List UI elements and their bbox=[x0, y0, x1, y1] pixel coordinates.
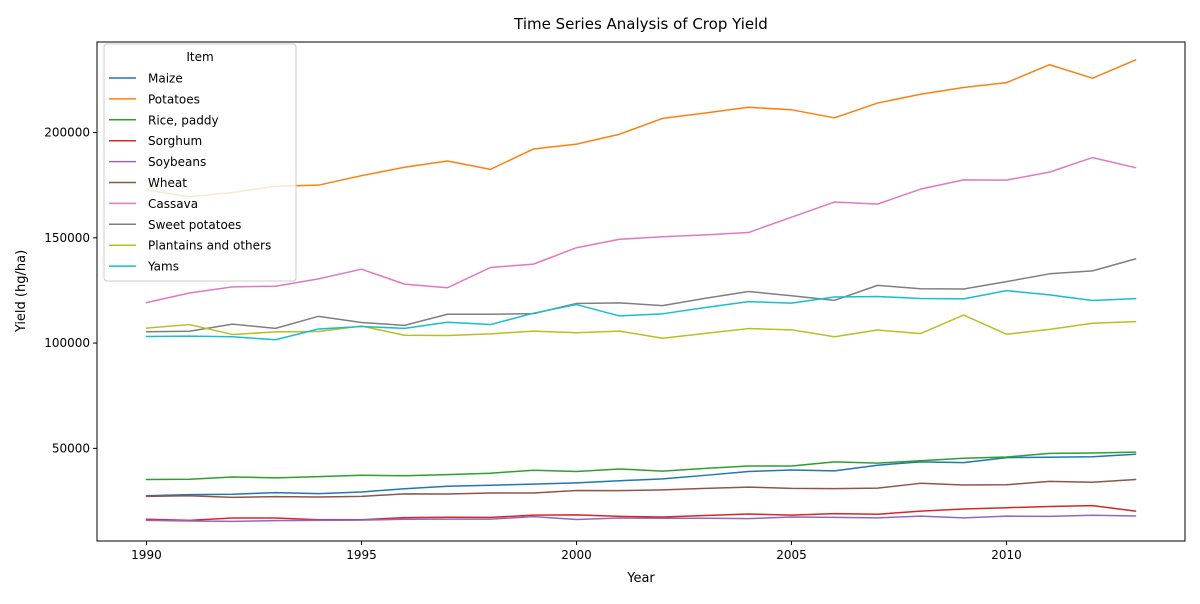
series-line-2 bbox=[145, 451, 1137, 481]
plot-area bbox=[145, 59, 1137, 523]
legend-label: Plantains and others bbox=[148, 239, 271, 253]
series-line-5 bbox=[145, 478, 1137, 499]
series-line-7 bbox=[145, 258, 1137, 333]
y-tick-label: 50000 bbox=[52, 441, 90, 455]
legend-label: Yams bbox=[147, 260, 179, 274]
x-tick-label: 1995 bbox=[346, 548, 377, 562]
legend-label: Sweet potatoes bbox=[148, 218, 241, 232]
y-axis-label: Yield (hg/ha) bbox=[14, 250, 29, 333]
legend-label: Cassava bbox=[148, 197, 198, 211]
y-tick-label: 150000 bbox=[44, 231, 90, 245]
series-line-1 bbox=[145, 59, 1137, 198]
series-line-4 bbox=[145, 514, 1137, 523]
x-axis-label: Year bbox=[626, 571, 655, 586]
series-line-6 bbox=[145, 156, 1137, 304]
series-line-3 bbox=[145, 504, 1137, 522]
legend-label: Wheat bbox=[148, 176, 187, 190]
chart-title: Time Series Analysis of Crop Yield bbox=[513, 15, 768, 33]
y-tick-label: 100000 bbox=[44, 336, 90, 350]
y-tick-label: 200000 bbox=[44, 126, 90, 140]
legend-label: Maize bbox=[148, 72, 183, 86]
series-line-9 bbox=[145, 289, 1137, 341]
x-tick-label: 2000 bbox=[561, 548, 592, 562]
legend-label: Rice, paddy bbox=[148, 113, 219, 127]
legend-label: Potatoes bbox=[148, 92, 200, 106]
x-tick-label: 1990 bbox=[131, 548, 162, 562]
legend-title: Item bbox=[186, 50, 213, 64]
axis-ticks: 1990 1995 2000 2005 2010 50000 100000 150000 200… bbox=[44, 126, 1022, 562]
series-line-8 bbox=[145, 314, 1137, 339]
x-tick-label: 2005 bbox=[776, 548, 807, 562]
axes-frame bbox=[96, 41, 1186, 542]
legend-label: Soybeans bbox=[148, 155, 206, 169]
legend-label: Sorghum bbox=[148, 134, 202, 148]
x-tick-label: 2010 bbox=[991, 548, 1022, 562]
legend-box bbox=[103, 43, 297, 282]
series-line-0 bbox=[145, 453, 1137, 497]
